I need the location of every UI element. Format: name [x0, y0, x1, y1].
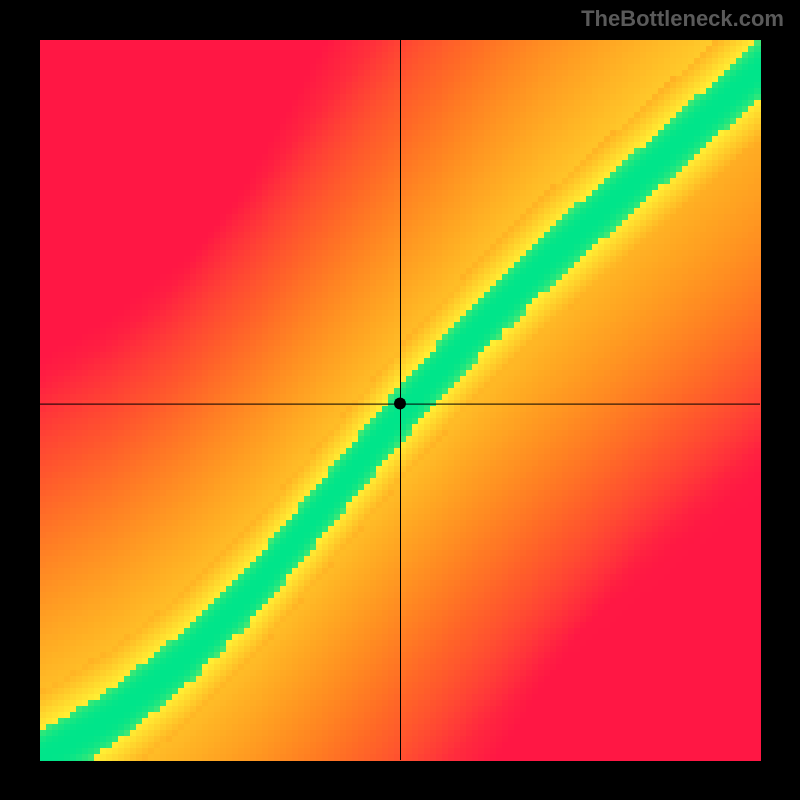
watermark-text: TheBottleneck.com: [581, 6, 784, 32]
bottleneck-heatmap: [0, 0, 800, 800]
chart-container: { "watermark": { "text": "TheBottleneck.…: [0, 0, 800, 800]
